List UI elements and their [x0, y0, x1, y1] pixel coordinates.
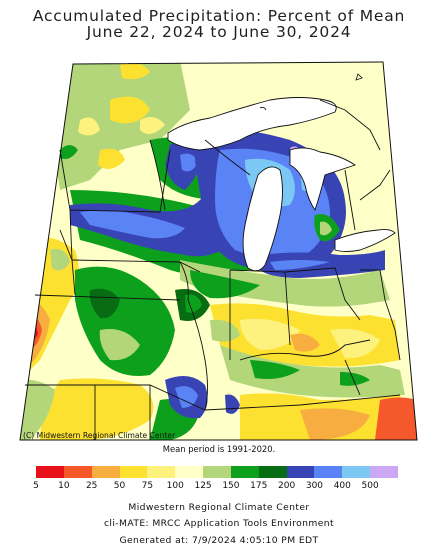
legend-tick-label: 150 — [222, 481, 240, 491]
legend-swatch — [314, 466, 343, 478]
legend-swatch — [203, 466, 231, 478]
legend-tick-label: 100 — [166, 481, 184, 491]
footer-organization: Midwestern Regional Climate Center — [128, 502, 310, 513]
legend-tick-label: 10 — [58, 481, 70, 491]
map-title: Accumulated Precipitation: Percent of Me… — [32, 7, 406, 25]
legend-tick-label: 25 — [85, 481, 98, 491]
legend-swatch — [91, 466, 120, 478]
legend-tick-label: 175 — [250, 481, 268, 491]
map-credit: (C) Midwestern Regional Climate Center — [23, 431, 176, 440]
legend-tick-label: 5 — [33, 481, 39, 491]
map-date-range: June 22, 2024 to June 30, 2024 — [86, 23, 352, 41]
legend-swatch — [119, 466, 148, 478]
legend-tick-label: 50 — [113, 481, 126, 491]
legend-swatch — [147, 466, 176, 478]
legend-swatch — [63, 466, 92, 478]
footer-generated-time: Generated at: 7/9/2024 4:05:10 PM EDT — [119, 535, 319, 546]
legend-swatch — [175, 466, 204, 478]
legend-swatch — [258, 466, 287, 478]
legend-tick-labels: 5 10 25 50 75 100 125 150 175 200 300 400 500 — [33, 481, 398, 495]
legend-tick-label: 200 — [278, 481, 296, 491]
color-legend — [36, 466, 398, 478]
footer-tool-name: cli-MATE: MRCC Application Tools Environ… — [103, 518, 335, 529]
mean-period-note: Mean period is 1991-2020. — [162, 444, 276, 454]
lakes — [167, 97, 396, 272]
legend-tick-label: 75 — [141, 481, 154, 491]
legend-swatch — [286, 466, 315, 478]
legend-swatch — [36, 466, 64, 478]
legend-swatch — [230, 466, 259, 478]
legend-swatch — [370, 466, 398, 478]
legend-swatch — [342, 466, 371, 478]
legend-tick-label: 125 — [194, 481, 212, 491]
legend-tick-label: 300 — [305, 481, 324, 491]
map-frame — [19, 61, 418, 441]
island-marks — [259, 73, 363, 111]
state-boundaries — [25, 99, 401, 440]
legend-tick-label: 400 — [333, 481, 351, 491]
legend-tick-label: 500 — [361, 481, 379, 491]
